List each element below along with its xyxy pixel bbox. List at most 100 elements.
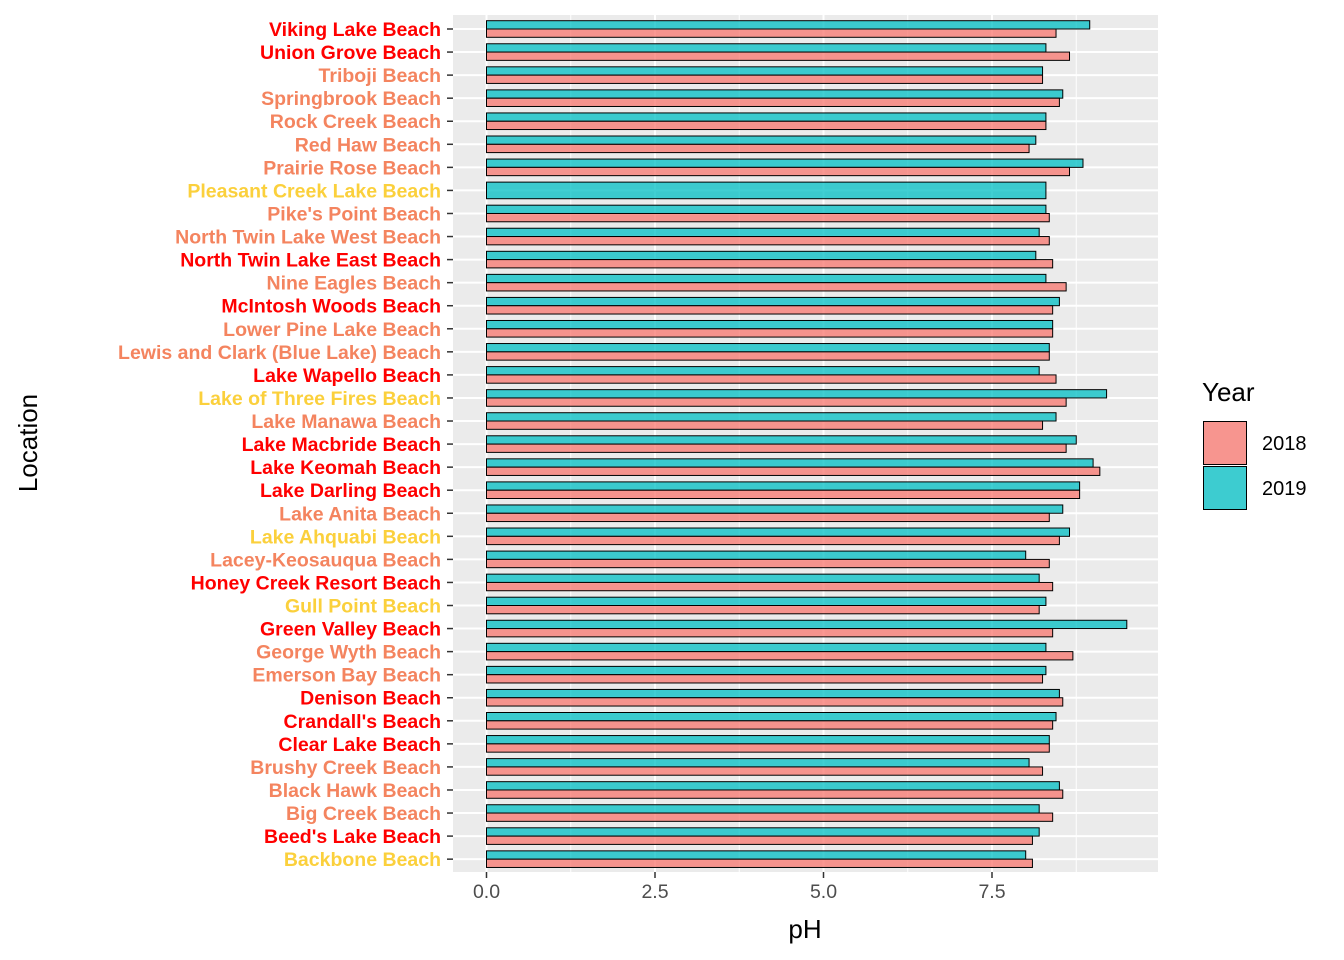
y-tick-label: Lake Wapello Beach [253, 365, 441, 387]
bar-2019 [486, 619, 1128, 630]
bar-2019 [486, 527, 1071, 537]
y-tick-label: Red Haw Beach [295, 134, 441, 156]
bar-2018 [486, 581, 1054, 592]
bar-2018 [486, 535, 1060, 546]
legend-label-2019: 2019 [1262, 478, 1307, 500]
bar-2018 [486, 766, 1044, 776]
bar-2018 [486, 120, 1047, 131]
bar-2018 [486, 720, 1054, 730]
bar-2018 [486, 212, 1050, 223]
bar-2019 [486, 850, 1027, 860]
bar-2018 [486, 743, 1050, 753]
bar-2018 [486, 166, 1071, 177]
x-tick-label: 2.5 [641, 881, 668, 903]
bar-2018 [486, 74, 1044, 84]
y-tick-label: Brushy Creek Beach [250, 757, 441, 779]
bar-2019 [486, 273, 1047, 284]
bar-2018 [486, 674, 1044, 684]
y-tick-label: Prairie Rose Beach [263, 157, 441, 179]
x-tick-label: 0.0 [473, 881, 500, 903]
bar-2019 [486, 665, 1047, 676]
legend: Year 2018 2019 [1202, 377, 1307, 510]
y-tick-label: Lake Anita Beach [279, 503, 441, 525]
bar-2019 [486, 573, 1040, 583]
bar-2018 [486, 97, 1060, 107]
y-tick-label: Crandall's Beach [284, 711, 441, 733]
bar-2019 [486, 642, 1047, 653]
x-tick-label: 7.5 [978, 881, 1005, 903]
bar-2019 [486, 804, 1040, 814]
y-tick-label: Big Creek Beach [286, 803, 441, 825]
x-tick-label: 5.0 [810, 881, 837, 903]
y-tick-label: North Twin Lake East Beach [180, 250, 441, 272]
bar-2018 [486, 305, 1054, 315]
bar-2019 [486, 596, 1047, 607]
bar-2019 [486, 343, 1050, 353]
y-tick-label: Rock Creek Beach [270, 111, 441, 133]
y-tick-label: Lake Ahquabi Beach [250, 526, 441, 548]
y-tick-label: Union Grove Beach [260, 42, 441, 64]
x-axis-title: pH [788, 914, 821, 944]
legend-title: Year [1202, 377, 1255, 407]
bar-2018 [486, 351, 1050, 361]
y-tick-label: Nine Eagles Beach [267, 273, 442, 295]
y-tick-label: Clear Lake Beach [278, 734, 441, 756]
bar-2018 [486, 51, 1071, 61]
bar-2018 [486, 328, 1054, 338]
bar-2018 [486, 605, 1040, 615]
bar-2019 [486, 758, 1030, 768]
bar-2018 [486, 466, 1101, 476]
y-tick-label: Pleasant Creek Lake Beach [187, 180, 441, 202]
bar-2019 [486, 366, 1040, 376]
bar-2019 [486, 504, 1064, 514]
y-axis-title: Location [13, 394, 43, 492]
y-tick-label: Lake Keomah Beach [250, 457, 441, 479]
bars [486, 20, 1128, 868]
y-tick-label: Backbone Beach [284, 849, 441, 871]
y-tick-label: Lake Manawa Beach [251, 411, 441, 433]
bar-2019 [486, 735, 1050, 745]
bar-2019 [486, 43, 1047, 53]
bar-2018 [486, 858, 1033, 868]
y-tick-label: Lake Macbride Beach [242, 434, 441, 456]
bar-2018 [486, 651, 1074, 661]
bar-2019 [486, 319, 1054, 330]
bar-2019 [486, 227, 1040, 238]
bar-2019 [486, 112, 1047, 122]
bar-2018 [486, 259, 1054, 269]
y-tick-label: Springbrook Beach [261, 88, 441, 110]
y-tick-label: Emerson Bay Beach [252, 665, 441, 687]
bar-2018 [486, 489, 1081, 500]
y-tick-label: Lake Darling Beach [260, 480, 441, 502]
bar-2019 [486, 135, 1037, 145]
bar-2019 [486, 827, 1040, 837]
y-tick-label: Lewis and Clark (Blue Lake) Beach [118, 342, 441, 364]
y-tick-label: Lower Pine Lake Beach [223, 319, 441, 341]
bar-2019 [486, 181, 1047, 200]
bar-2018 [486, 628, 1054, 638]
bar-2019 [486, 296, 1060, 307]
bar-2018 [486, 397, 1067, 407]
bar-2018 [486, 236, 1050, 246]
bar-2019 [486, 412, 1057, 422]
bar-2018 [486, 697, 1064, 707]
y-tick-label: Honey Creek Resort Beach [191, 572, 441, 594]
bar-2019 [486, 712, 1057, 722]
bar-2019 [486, 204, 1047, 214]
bar-2019 [486, 250, 1037, 261]
y-tick-label: Beed's Lake Beach [264, 826, 441, 848]
bar-2019 [486, 435, 1077, 445]
y-tick-label: Viking Lake Beach [269, 19, 441, 41]
y-tick-label: Lake of Three Fires Beach [198, 388, 441, 410]
bar-2019 [486, 688, 1060, 699]
bar-2018 [486, 282, 1067, 292]
bar-2019 [486, 481, 1081, 491]
bar-2018 [486, 443, 1067, 453]
bar-2018 [486, 835, 1033, 845]
bar-2018 [486, 143, 1030, 154]
bar-2019 [486, 550, 1027, 560]
bar-2019 [486, 20, 1091, 30]
legend-key-2018 [1203, 421, 1247, 465]
